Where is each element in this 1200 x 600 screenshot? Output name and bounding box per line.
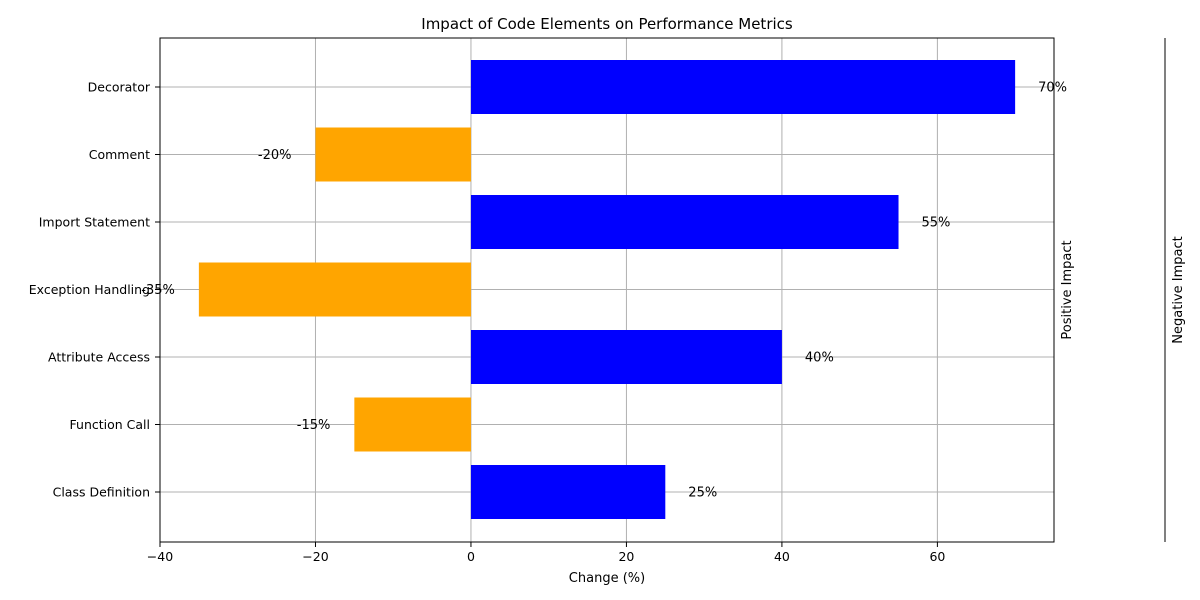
bar xyxy=(198,262,471,317)
bar xyxy=(470,60,1016,114)
y-tick-label: Import Statement xyxy=(39,215,150,230)
bar-data-label: 40% xyxy=(805,351,834,366)
bars xyxy=(198,60,1016,519)
bar xyxy=(470,195,899,249)
bar-data-label: -20% xyxy=(258,148,292,163)
positive-impact-label: Positive Impact xyxy=(1060,240,1075,339)
y-tick-label: Attribute Access xyxy=(48,350,150,365)
negative-impact-label: Negative Impact xyxy=(1171,236,1186,343)
x-tick-label: 0 xyxy=(467,549,475,564)
x-tick-label: 40 xyxy=(774,549,790,564)
x-tick-label: −20 xyxy=(302,549,328,564)
chart-title: Impact of Code Elements on Performance M… xyxy=(421,15,793,33)
data-labels: 25% -15% 40% -35% 55% -20% 70% xyxy=(141,81,1067,501)
y-tick-label: Comment xyxy=(89,147,150,162)
y-tick-label: Exception Handling xyxy=(29,282,150,297)
x-tick-label: 60 xyxy=(929,549,945,564)
bar-data-label: 70% xyxy=(1038,81,1067,96)
bar xyxy=(470,465,666,519)
y-tick-label: Function Call xyxy=(70,417,150,432)
bar-data-label: 55% xyxy=(922,216,951,231)
x-tick-label: −40 xyxy=(147,549,173,564)
y-tick-label: Decorator xyxy=(88,80,151,95)
bar xyxy=(470,330,782,384)
bar xyxy=(354,397,471,452)
x-tick-label: 20 xyxy=(618,549,634,564)
axes: −40 −20 0 20 40 60 Class Definition Function Ca… xyxy=(29,37,1055,564)
bar-data-label: -35% xyxy=(141,283,175,298)
x-axis-label: Change (%) xyxy=(569,571,645,586)
y-tick-label: Class Definition xyxy=(53,485,150,500)
bar xyxy=(315,127,471,182)
bar-data-label: -15% xyxy=(297,418,331,433)
bar-data-label: 25% xyxy=(688,486,717,501)
